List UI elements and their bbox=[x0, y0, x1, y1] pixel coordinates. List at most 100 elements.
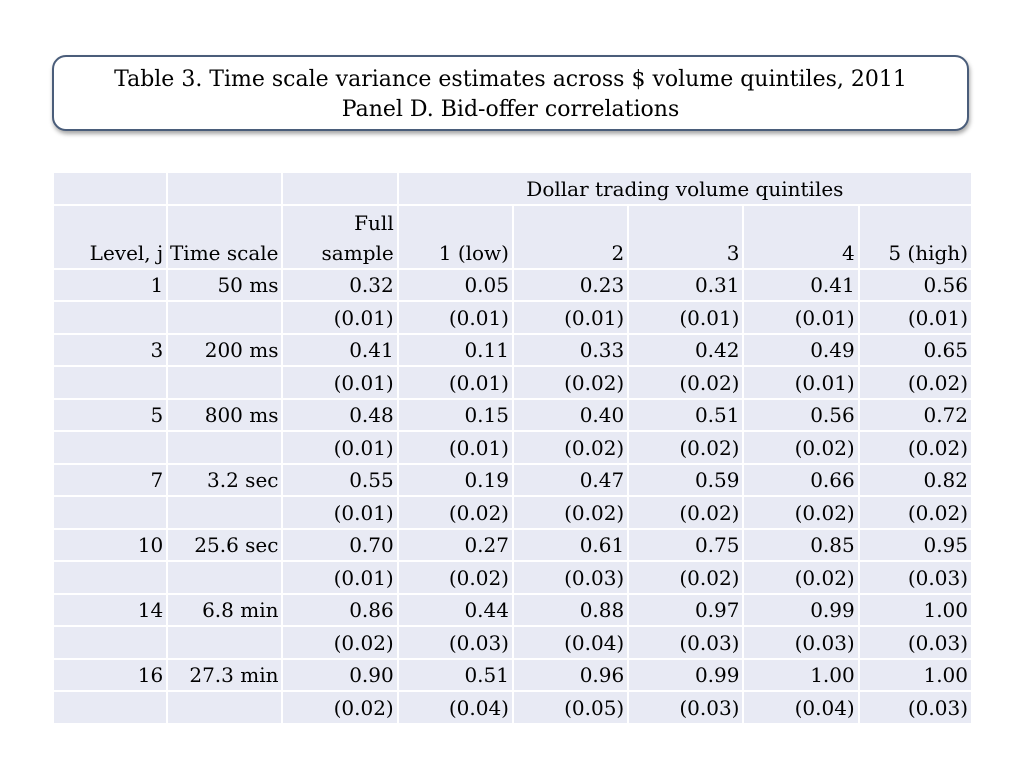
table-row-std-error: (0.01) (0.01) (0.01) (0.01) (0.01) (0.01) bbox=[54, 302, 971, 333]
estimate-cell: 0.42 bbox=[629, 334, 743, 365]
std-error-cell: (0.02) bbox=[629, 497, 743, 528]
table-row-estimate: 3 200 ms 0.41 0.11 0.33 0.42 0.49 0.65 bbox=[54, 334, 971, 365]
std-error-cell: (0.01) bbox=[513, 302, 628, 333]
std-error-cell: (0.04) bbox=[513, 627, 628, 658]
estimate-cell: 0.40 bbox=[513, 399, 628, 430]
time-scale-cell: 50 ms bbox=[168, 269, 282, 300]
header-row-group: Dollar trading volume quintiles bbox=[54, 173, 971, 204]
std-error-cell: (0.02) bbox=[859, 497, 971, 528]
estimate-cell: 0.70 bbox=[283, 529, 397, 560]
estimate-cell: 0.31 bbox=[629, 269, 743, 300]
std-error-cell: (0.01) bbox=[859, 302, 971, 333]
std-error-cell: (0.02) bbox=[398, 497, 512, 528]
estimate-cell: 0.32 bbox=[283, 269, 397, 300]
empty-cell bbox=[54, 562, 167, 593]
empty-cell bbox=[54, 497, 167, 528]
estimate-cell: 0.56 bbox=[744, 399, 858, 430]
estimate-cell: 0.86 bbox=[283, 594, 397, 625]
empty-cell bbox=[54, 692, 167, 723]
col-header-q4: 4 bbox=[744, 205, 858, 268]
estimate-cell: 0.41 bbox=[283, 334, 397, 365]
std-error-cell: (0.02) bbox=[398, 562, 512, 593]
estimate-cell: 0.99 bbox=[629, 659, 743, 690]
std-error-cell: (0.02) bbox=[513, 497, 628, 528]
level-cell: 1 bbox=[54, 269, 167, 300]
time-scale-cell: 3.2 sec bbox=[168, 464, 282, 495]
estimate-cell: 0.23 bbox=[513, 269, 628, 300]
table-row-estimate: 16 27.3 min 0.90 0.51 0.96 0.99 1.00 1.00 bbox=[54, 659, 971, 690]
col-header-q1: 1 (low) bbox=[398, 205, 512, 268]
table-row-estimate: 14 6.8 min 0.86 0.44 0.88 0.97 0.99 1.00 bbox=[54, 594, 971, 625]
time-scale-cell: 6.8 min bbox=[168, 594, 282, 625]
estimate-cell: 0.66 bbox=[744, 464, 858, 495]
estimate-cell: 0.82 bbox=[859, 464, 971, 495]
std-error-cell: (0.02) bbox=[629, 432, 743, 463]
table-row-std-error: (0.02) (0.04) (0.05) (0.03) (0.04) (0.03) bbox=[54, 692, 971, 723]
std-error-cell: (0.05) bbox=[513, 692, 628, 723]
empty-cell bbox=[168, 432, 282, 463]
level-cell: 14 bbox=[54, 594, 167, 625]
empty-cell bbox=[168, 627, 282, 658]
std-error-cell: (0.01) bbox=[283, 562, 397, 593]
std-error-cell: (0.03) bbox=[744, 627, 858, 658]
std-error-cell: (0.01) bbox=[283, 432, 397, 463]
estimate-cell: 0.75 bbox=[629, 529, 743, 560]
estimate-cell: 0.48 bbox=[283, 399, 397, 430]
empty-cell bbox=[54, 432, 167, 463]
panel-subtitle: Panel D. Bid-offer correlations bbox=[341, 97, 680, 122]
std-error-cell: (0.01) bbox=[398, 302, 512, 333]
empty-cell bbox=[54, 302, 167, 333]
empty-header-cell bbox=[283, 173, 397, 204]
estimate-cell: 0.19 bbox=[398, 464, 512, 495]
empty-cell bbox=[168, 367, 282, 398]
std-error-cell: (0.02) bbox=[513, 367, 628, 398]
table-row-std-error: (0.01) (0.02) (0.03) (0.02) (0.02) (0.03) bbox=[54, 562, 971, 593]
estimate-cell: 0.51 bbox=[629, 399, 743, 430]
estimate-cell: 0.61 bbox=[513, 529, 628, 560]
std-error-cell: (0.01) bbox=[283, 302, 397, 333]
estimate-cell: 0.96 bbox=[513, 659, 628, 690]
std-error-cell: (0.03) bbox=[859, 692, 971, 723]
std-error-cell: (0.02) bbox=[744, 562, 858, 593]
time-scale-cell: 200 ms bbox=[168, 334, 282, 365]
table-row-std-error: (0.01) (0.02) (0.02) (0.02) (0.02) (0.02) bbox=[54, 497, 971, 528]
correlation-table: Dollar trading volume quintiles Level, j… bbox=[52, 171, 973, 725]
estimate-cell: 0.44 bbox=[398, 594, 512, 625]
std-error-cell: (0.03) bbox=[859, 562, 971, 593]
table-row-estimate: 7 3.2 sec 0.55 0.19 0.47 0.59 0.66 0.82 bbox=[54, 464, 971, 495]
empty-cell bbox=[168, 497, 282, 528]
estimate-cell: 0.47 bbox=[513, 464, 628, 495]
col-header-q5: 5 (high) bbox=[859, 205, 971, 268]
table-row-std-error: (0.01) (0.01) (0.02) (0.02) (0.01) (0.02) bbox=[54, 367, 971, 398]
empty-cell bbox=[168, 562, 282, 593]
std-error-cell: (0.03) bbox=[859, 627, 971, 658]
level-cell: 3 bbox=[54, 334, 167, 365]
empty-cell bbox=[54, 367, 167, 398]
estimate-cell: 0.85 bbox=[744, 529, 858, 560]
std-error-cell: (0.02) bbox=[283, 692, 397, 723]
estimate-cell: 0.15 bbox=[398, 399, 512, 430]
estimate-cell: 0.72 bbox=[859, 399, 971, 430]
table-row-estimate: 10 25.6 sec 0.70 0.27 0.61 0.75 0.85 0.95 bbox=[54, 529, 971, 560]
estimate-cell: 0.41 bbox=[744, 269, 858, 300]
estimate-cell: 0.59 bbox=[629, 464, 743, 495]
std-error-cell: (0.01) bbox=[744, 367, 858, 398]
table-row-estimate: 1 50 ms 0.32 0.05 0.23 0.31 0.41 0.56 bbox=[54, 269, 971, 300]
level-cell: 16 bbox=[54, 659, 167, 690]
std-error-cell: (0.01) bbox=[398, 367, 512, 398]
estimate-cell: 0.97 bbox=[629, 594, 743, 625]
std-error-cell: (0.02) bbox=[629, 367, 743, 398]
header-row-columns: Level, j Time scale Full sample 1 (low) … bbox=[54, 205, 971, 268]
slide-title-box: Table 3. Time scale variance estimates a… bbox=[52, 55, 969, 131]
col-header-full-sample: Full sample bbox=[283, 205, 397, 268]
estimate-cell: 1.00 bbox=[859, 594, 971, 625]
empty-cell bbox=[168, 692, 282, 723]
std-error-cell: (0.02) bbox=[513, 432, 628, 463]
estimate-cell: 1.00 bbox=[859, 659, 971, 690]
estimate-cell: 0.56 bbox=[859, 269, 971, 300]
time-scale-cell: 800 ms bbox=[168, 399, 282, 430]
col-header-q3: 3 bbox=[629, 205, 743, 268]
empty-cell bbox=[168, 302, 282, 333]
estimate-cell: 0.05 bbox=[398, 269, 512, 300]
level-cell: 10 bbox=[54, 529, 167, 560]
